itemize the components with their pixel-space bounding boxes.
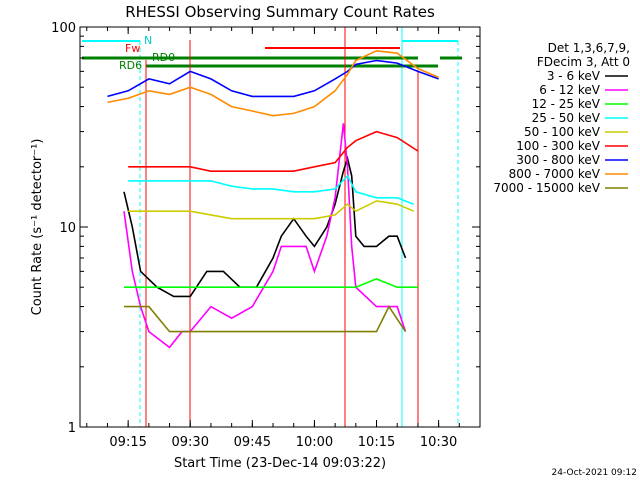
legend-entry-label: 50 - 100 keV	[524, 125, 601, 139]
rd6-label: RD6	[119, 59, 142, 72]
series-line-1	[123, 123, 407, 349]
series-line-3	[128, 174, 415, 205]
legend-entry-label: 7000 - 15000 keV	[493, 181, 600, 195]
legend-entry-label: 12 - 25 keV	[532, 97, 601, 111]
legend-entry-label: 3 - 6 keV	[547, 69, 601, 83]
legend-entry-label: 300 - 800 keV	[516, 153, 600, 167]
footer-timestamp: 24-Oct-2021 09:12	[552, 468, 637, 478]
series-line-0	[123, 155, 407, 298]
series-line-7	[107, 49, 439, 117]
series-line-2	[124, 278, 418, 288]
x-tick-label: 09:30	[172, 435, 209, 450]
legend-entry-label: 25 - 50 keV	[532, 111, 601, 125]
series-line-8	[124, 305, 407, 333]
legend-entry-label: 6 - 12 keV	[539, 83, 601, 97]
x-tick-label: 09:15	[109, 435, 146, 450]
x-tick-label: 10:15	[358, 435, 395, 450]
x-axis-title: Start Time (23-Dec-14 09:03:22)	[174, 456, 386, 471]
y-axis: 1 10 100	[51, 21, 480, 436]
n-label: N	[144, 34, 152, 47]
x-tick-label: 09:45	[234, 435, 271, 450]
y-tick-label: 10	[59, 221, 76, 236]
x-tick-label: 10:30	[420, 435, 457, 450]
overlay-markers	[82, 27, 462, 427]
y-axis-title: Count Rate (s⁻¹ detector⁻¹)	[30, 139, 45, 316]
legend-header-line: Det 1,3,6,7,9,	[548, 41, 630, 55]
series-line-4	[128, 200, 415, 220]
y-tick-label: 100	[51, 21, 76, 36]
x-tick-label: 10:00	[296, 435, 333, 450]
legend-header-line: FDecim 3, Att 0	[537, 55, 630, 69]
y-tick-label: 1	[68, 421, 76, 436]
series-layer	[107, 49, 439, 349]
x-axis: 09:15 09:30 09:45 10:00 10:15 10:30	[86, 27, 481, 450]
legend: Det 1,3,6,7,9,FDecim 3, Att 03 - 6 keV6 …	[493, 41, 630, 195]
legend-entry-label: 800 - 7000 keV	[509, 167, 601, 181]
legend-entry-label: 100 - 300 keV	[516, 139, 600, 153]
series-line-5	[128, 130, 419, 172]
rd0-label: RD0	[152, 51, 175, 64]
series-line-6	[107, 59, 439, 98]
fw-label: Fw	[125, 42, 140, 55]
chart-title: RHESSI Observing Summary Count Rates	[125, 3, 435, 21]
